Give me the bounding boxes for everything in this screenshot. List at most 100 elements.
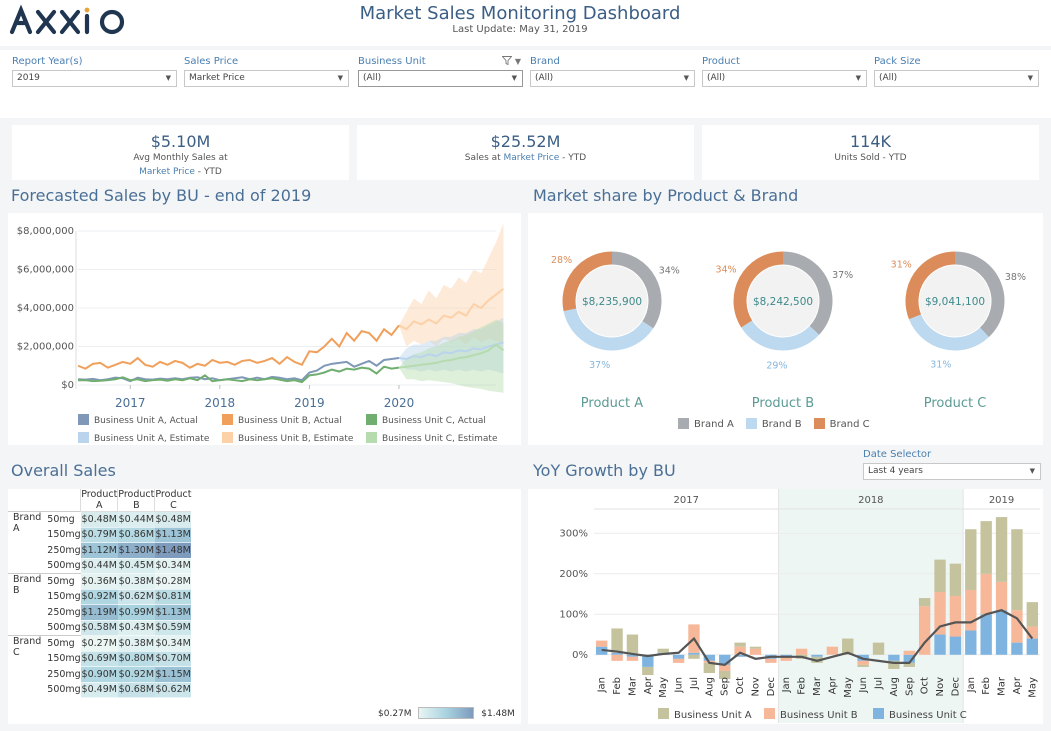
bar-segment[interactable] (965, 529, 977, 590)
value-cell[interactable]: $0.68M (117, 682, 155, 698)
value-cell[interactable]: $0.36M (80, 573, 118, 590)
donut-slice[interactable] (562, 251, 613, 312)
value-cell[interactable]: $0.28M (154, 573, 192, 590)
total-growth-line[interactable] (601, 609, 1034, 667)
bar-segment[interactable] (965, 630, 977, 655)
bar-segment[interactable] (749, 646, 762, 649)
bar-segment[interactable] (949, 596, 962, 637)
business-unit-dropdown[interactable]: (All) ▼ (358, 70, 523, 87)
actual-line[interactable] (77, 324, 400, 370)
value-cell[interactable]: $0.90M (80, 666, 118, 683)
actual-line[interactable] (78, 365, 400, 384)
value-cell[interactable]: $0.58M (80, 620, 118, 636)
bar-segment[interactable] (719, 670, 731, 680)
value-cell[interactable]: $1.12M (80, 542, 118, 559)
bar-segment[interactable] (903, 650, 915, 655)
value-cell[interactable]: $0.49M (80, 682, 118, 698)
legend-item[interactable]: Business Unit C, Estimate (366, 432, 498, 444)
value-cell[interactable]: $0.27M (80, 635, 118, 652)
bar-segment[interactable] (1026, 602, 1038, 627)
value-cell[interactable]: $0.38M (117, 635, 155, 652)
value-cell[interactable]: $0.69M (80, 651, 118, 667)
bar-segment[interactable] (995, 610, 1008, 655)
bar-segment[interactable] (965, 589, 977, 631)
value-cell[interactable]: $0.99M (117, 604, 155, 621)
bar-segment[interactable] (596, 640, 608, 647)
value-cell[interactable]: $1.13M (154, 527, 192, 543)
donut-slice[interactable] (741, 320, 820, 351)
estimate-line[interactable] (398, 341, 504, 361)
value-cell[interactable]: $0.62M (154, 682, 192, 698)
bar-segment[interactable] (980, 614, 992, 655)
bar-segment[interactable] (657, 648, 669, 653)
brand-dropdown[interactable]: (All) ▼ (530, 70, 695, 87)
filter-funnel-icon[interactable] (501, 56, 513, 66)
donut-slice[interactable] (563, 308, 654, 351)
value-cell[interactable]: $1.15M (154, 666, 192, 683)
bar-segment[interactable] (888, 654, 900, 661)
bar-segment[interactable] (672, 658, 685, 663)
report-year-dropdown[interactable]: 2019 ▼ (12, 70, 177, 87)
legend-label[interactable]: Business Unit A (674, 710, 752, 721)
bar-segment[interactable] (903, 662, 915, 667)
bar-segment[interactable] (857, 660, 869, 665)
bar-segment[interactable] (1011, 529, 1023, 611)
bar-segment[interactable] (611, 652, 623, 655)
value-cell[interactable]: $0.45M (117, 558, 155, 574)
bar-segment[interactable] (949, 563, 962, 597)
column-header[interactable]: Product C (154, 489, 192, 512)
legend-item[interactable]: Brand A (678, 418, 734, 430)
value-cell[interactable]: $0.62M (117, 589, 155, 605)
legend-item[interactable]: Business Unit B, Actual (222, 414, 342, 426)
sales-price-dropdown[interactable]: Market Price ▼ (184, 70, 349, 87)
bar-segment[interactable] (795, 648, 808, 655)
value-cell[interactable]: $1.30M (117, 542, 155, 559)
bar-segment[interactable] (934, 634, 946, 655)
bar-segment[interactable] (918, 606, 931, 655)
donut-slice[interactable] (954, 251, 1005, 338)
legend-item[interactable]: Brand B (745, 418, 802, 430)
bar-segment[interactable] (980, 573, 992, 615)
bar-segment[interactable] (918, 598, 931, 607)
value-cell[interactable]: $0.34M (154, 558, 192, 574)
bar-segment[interactable] (980, 521, 992, 574)
value-cell[interactable]: $0.38M (117, 573, 155, 590)
date-selector-dropdown[interactable]: Last 4 years ▼ (863, 463, 1041, 480)
bar-segment[interactable] (642, 666, 654, 676)
legend-label[interactable]: Business Unit B (780, 710, 858, 721)
donut-slice[interactable] (733, 251, 784, 328)
legend-item[interactable]: Brand C (813, 418, 870, 430)
value-cell[interactable]: $0.44M (80, 558, 118, 574)
donut-slice[interactable] (782, 251, 833, 335)
product-dropdown[interactable]: (All) ▼ (702, 70, 867, 87)
bar-segment[interactable] (749, 648, 762, 655)
bar-segment[interactable] (703, 662, 716, 673)
bar-segment[interactable] (1026, 638, 1038, 655)
estimate-line[interactable] (398, 287, 505, 331)
bar-segment[interactable] (995, 517, 1008, 582)
bar-segment[interactable] (934, 559, 946, 592)
donut-slice[interactable] (611, 251, 662, 329)
value-cell[interactable]: $0.79M (80, 527, 118, 543)
value-cell[interactable]: $0.43M (117, 620, 155, 636)
bar-segment[interactable] (611, 654, 623, 661)
bar-segment[interactable] (1026, 626, 1038, 639)
bar-segment[interactable] (688, 652, 700, 655)
bar-segment[interactable] (626, 654, 639, 657)
bar-segment[interactable] (826, 646, 839, 655)
pack-size-dropdown[interactable]: (All) ▼ (874, 70, 1039, 87)
bar-segment[interactable] (780, 656, 792, 661)
value-cell[interactable]: $0.44M (117, 511, 155, 528)
donut-slice[interactable] (908, 314, 989, 351)
bar-segment[interactable] (626, 634, 639, 655)
value-cell[interactable]: $0.59M (154, 620, 192, 636)
bar-segment[interactable] (611, 628, 623, 653)
column-header[interactable]: Product B (117, 489, 155, 512)
bar-segment[interactable] (888, 660, 900, 669)
bar-segment[interactable] (688, 654, 700, 659)
donut-slice[interactable] (905, 251, 956, 320)
bar-segment[interactable] (842, 638, 854, 655)
filter-menu-caret-icon[interactable]: ▼ (514, 57, 521, 66)
bar-segment[interactable] (642, 654, 654, 667)
value-cell[interactable]: $0.92M (117, 666, 155, 683)
